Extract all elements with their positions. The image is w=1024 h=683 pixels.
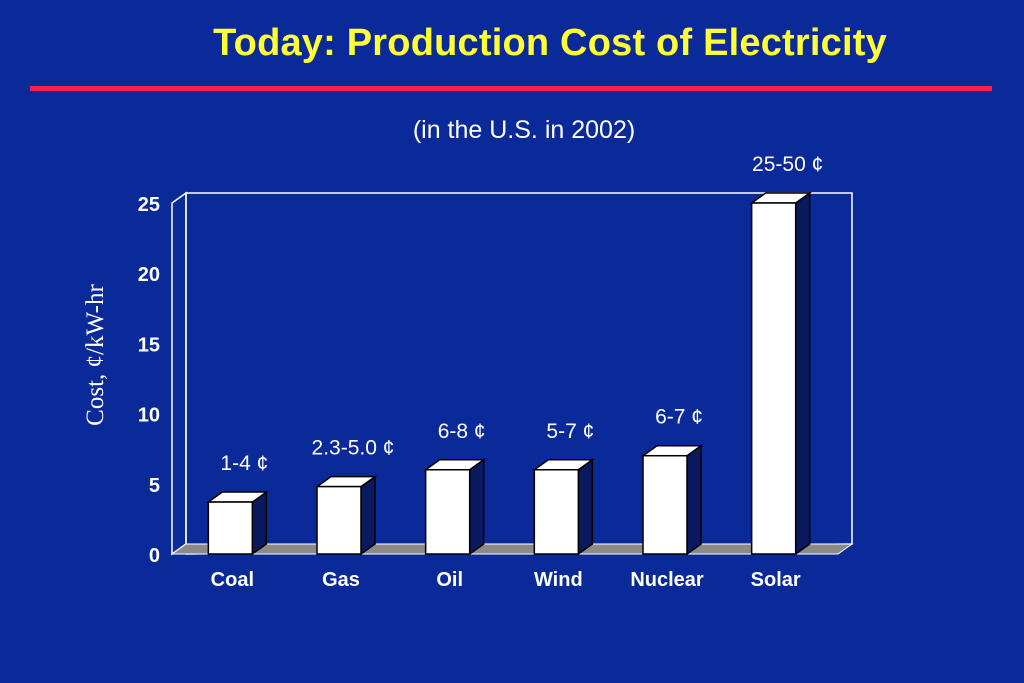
title-divider <box>30 86 992 91</box>
x-tick-label: Nuclear <box>630 569 704 591</box>
bar-coal <box>205 490 269 556</box>
data-label: 5-7 ¢ <box>546 420 594 443</box>
chart-floor <box>170 543 854 555</box>
data-labels: 1-4 ¢ 2.3-5.0 ¢ 6-8 ¢ 5-7 ¢ 6-7 ¢ 25-50 ¢ <box>220 153 823 475</box>
x-tick-label: Coal <box>211 569 254 591</box>
x-tick-label: Oil <box>436 569 463 591</box>
x-tick-label: Wind <box>534 569 583 591</box>
bar-gas <box>314 475 378 556</box>
y-tick-label: 5 <box>149 475 160 497</box>
bar-nuclear <box>640 444 704 556</box>
bar-wind <box>531 458 595 556</box>
y-tick-label: 20 <box>138 264 160 286</box>
y-tick-label: 25 <box>138 194 160 216</box>
slide-title: Today: Production Cost of Electricity <box>213 22 887 64</box>
floor-plane <box>170 543 854 555</box>
side-wall <box>171 191 187 556</box>
chart-bars <box>205 191 813 556</box>
x-tick-label: Solar <box>751 569 801 591</box>
y-tick-label: 10 <box>138 405 160 427</box>
bar-solar <box>749 191 813 556</box>
slide-subtitle: (in the U.S. in 2002) <box>412 116 636 144</box>
y-tick-label: 0 <box>149 545 160 567</box>
y-axis-ticks: 0 5 10 15 20 25 <box>138 194 160 567</box>
x-axis-ticks: Coal Gas Oil Wind Nuclear Solar <box>211 569 801 591</box>
chart-walls <box>171 191 853 556</box>
y-axis-label: Cost, ¢/kW-hr <box>82 283 109 425</box>
x-tick-label: Gas <box>322 569 360 591</box>
data-label: 1-4 ¢ <box>220 452 268 475</box>
data-label: 6-7 ¢ <box>655 406 703 429</box>
bar-oil <box>423 458 487 556</box>
data-label: 2.3-5.0 ¢ <box>312 437 395 460</box>
data-label: 25-50 ¢ <box>752 153 823 176</box>
y-tick-label: 15 <box>138 334 160 356</box>
data-label: 6-8 ¢ <box>438 420 486 443</box>
